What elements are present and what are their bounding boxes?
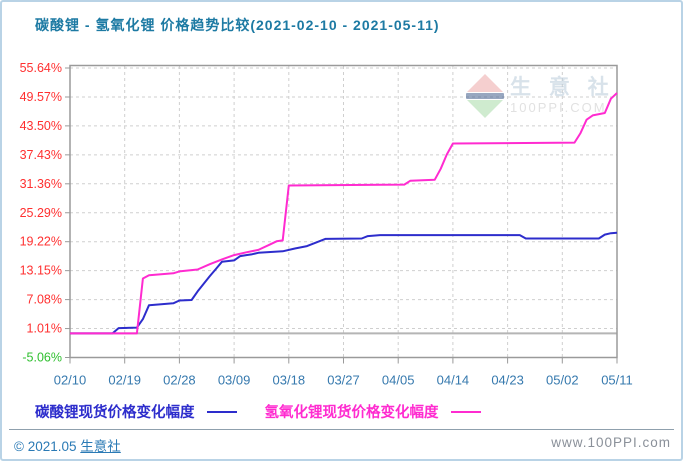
svg-text:03/09: 03/09 [218, 373, 251, 388]
legend-line-sample-magenta [450, 410, 481, 413]
svg-text:7.08%: 7.08% [27, 293, 62, 307]
legend: 碳酸锂现货价格变化幅度 氢氧化锂现货价格变化幅度 [35, 401, 509, 422]
footer-divider [9, 429, 674, 430]
legend-label: 碳酸锂现货价格变化幅度 [35, 405, 195, 421]
svg-text:37.43%: 37.43% [20, 148, 62, 162]
legend-item-lithium-hydroxide: 氢氧化锂现货价格变化幅度 [265, 401, 481, 422]
svg-text:13.15%: 13.15% [20, 264, 62, 278]
svg-text:02/28: 02/28 [163, 373, 196, 388]
svg-text:03/27: 03/27 [327, 373, 360, 388]
svg-text:43.50%: 43.50% [20, 119, 62, 133]
footer-copyright: © 2021.05 生意社 [14, 439, 121, 454]
legend-line-sample-blue [206, 410, 237, 413]
legend-label: 氢氧化锂现货价格变化幅度 [264, 405, 439, 421]
sunsirs-brand-link[interactable]: 生意社 [80, 439, 121, 454]
svg-text:31.36%: 31.36% [20, 177, 62, 191]
svg-text:25.29%: 25.29% [20, 206, 62, 220]
svg-text:04/14: 04/14 [437, 373, 470, 388]
svg-text:19.22%: 19.22% [20, 235, 62, 249]
svg-text:02/10: 02/10 [54, 373, 87, 388]
svg-text:05/11: 05/11 [601, 373, 633, 388]
price-trend-chart: 55.64% 49.57% 43.50% 37.43% 31.36% 25.29% 19.2… [20, 61, 633, 388]
svg-text:49.57%: 49.57% [20, 90, 62, 104]
svg-text:1.01%: 1.01% [27, 322, 62, 336]
footer-url: www.100PPI.com [551, 435, 671, 450]
svg-text:05/02: 05/02 [546, 373, 579, 388]
svg-text:03/18: 03/18 [273, 373, 306, 388]
legend-item-lithium-carbonate: 碳酸锂现货价格变化幅度 [35, 401, 237, 422]
svg-text:04/05: 04/05 [382, 373, 415, 388]
copyright-icon: © [14, 439, 24, 454]
svg-text:-5.06%: -5.06% [22, 351, 62, 365]
chart-title: 碳酸锂 - 氢氧化锂 价格趋势比较(2021-02-10 - 2021-05-1… [35, 17, 440, 33]
svg-text:02/19: 02/19 [108, 373, 141, 388]
svg-text:04/23: 04/23 [491, 373, 524, 388]
svg-text:55.64%: 55.64% [20, 61, 62, 75]
